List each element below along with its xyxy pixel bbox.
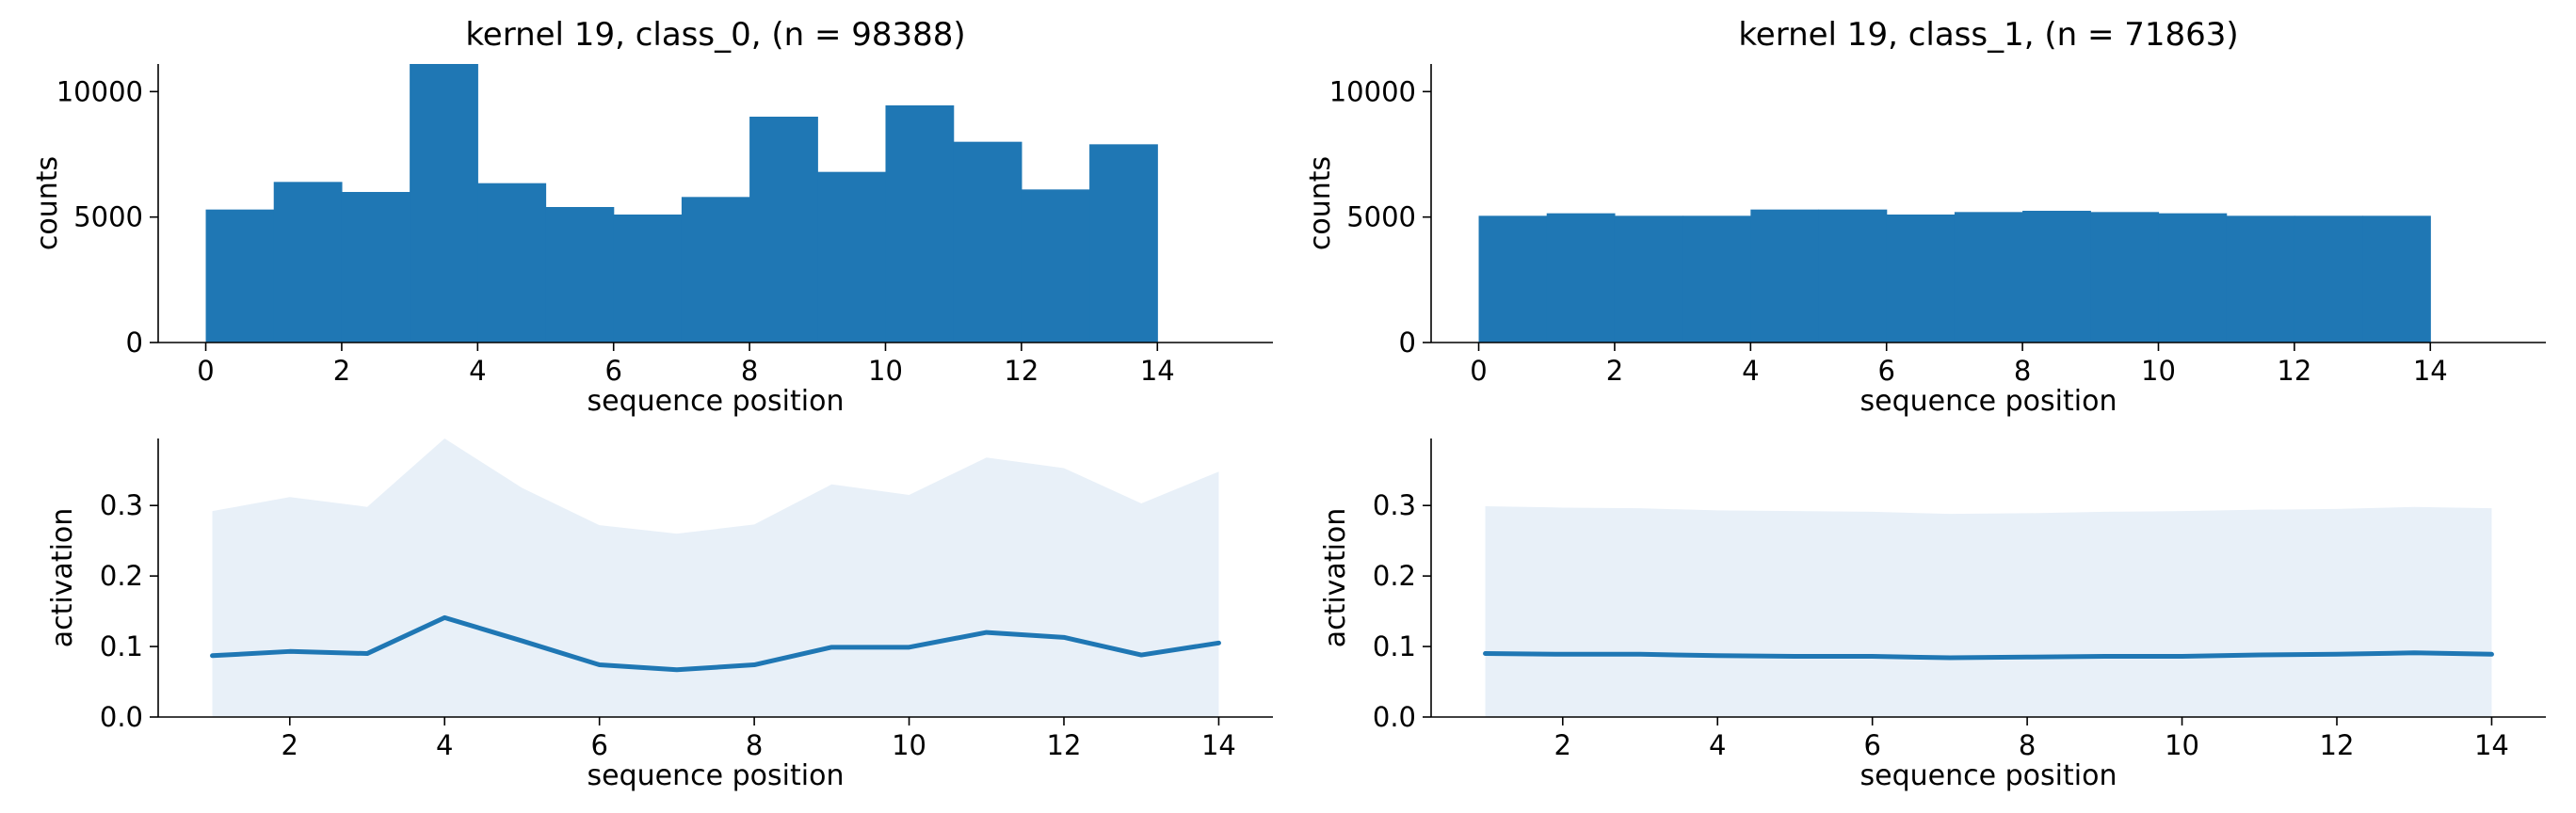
chart-3-y-axis-label: activation bbox=[46, 508, 79, 648]
chart-1-y-axis-label: counts bbox=[31, 156, 64, 250]
chart-2-bar bbox=[1478, 215, 1548, 343]
chart-2-bar bbox=[2362, 215, 2431, 343]
chart-2-bar bbox=[2226, 215, 2295, 343]
chart-2-x-tick-label: 6 bbox=[1877, 355, 1894, 387]
chart-1: 0 2 4 6 8 10 12 14 0 5000 10000 sequence position co… bbox=[31, 16, 1273, 418]
chart-1-bar bbox=[205, 209, 275, 343]
chart-4-y-tick-label: 0.1 bbox=[1373, 630, 1416, 662]
chart-1-bar bbox=[1089, 144, 1158, 343]
chart-1-bar bbox=[681, 197, 750, 343]
chart-4-band bbox=[1485, 505, 2492, 717]
chart-1-bar bbox=[477, 183, 547, 343]
chart-3-x-tick-label: 10 bbox=[892, 729, 926, 761]
chart-1-bar bbox=[613, 215, 683, 343]
chart-2: 0 2 4 6 8 10 12 14 0 5000 10000 sequence position co… bbox=[1304, 16, 2546, 418]
chart-3-x-tick-label: 8 bbox=[746, 729, 763, 761]
chart-1-bar bbox=[273, 182, 343, 343]
chart-4-x-tick-label: 10 bbox=[2165, 729, 2199, 761]
chart-2-y-axis-label: counts bbox=[1304, 156, 1337, 250]
chart-3-x-tick-label: 4 bbox=[436, 729, 453, 761]
chart-2-x-axis-label: sequence position bbox=[1860, 385, 2117, 418]
chart-4-x-tick-label: 6 bbox=[1863, 729, 1880, 761]
chart-1-bar bbox=[817, 171, 887, 343]
chart-1-x-tick-label: 2 bbox=[333, 355, 350, 387]
chart-4-series-line bbox=[1483, 650, 2494, 661]
chart-1-x-tick-label: 4 bbox=[469, 355, 486, 387]
chart-2-bar bbox=[1954, 212, 2023, 343]
chart-3-series-line bbox=[210, 614, 1221, 673]
chart-1-bar bbox=[1021, 189, 1090, 343]
chart-2-x-tick-label: 4 bbox=[1742, 355, 1759, 387]
chart-1-y-tick-label: 0 bbox=[126, 327, 143, 359]
chart-3-x-tick-label: 12 bbox=[1047, 729, 1082, 761]
chart-1-y-tick-label: 5000 bbox=[73, 201, 143, 233]
chart-3-band bbox=[212, 438, 1219, 717]
chart-2-x-tick-label: 14 bbox=[2413, 355, 2448, 387]
chart-1-x-tick-label: 8 bbox=[741, 355, 758, 387]
chart-3-y-tick-label: 0.0 bbox=[100, 701, 143, 733]
chart-2-bar bbox=[2158, 213, 2228, 343]
chart-1-bar bbox=[410, 64, 478, 343]
chart-4: 2 4 6 8 10 12 14 0.0 0.1 0.2 0.3 sequence position a… bbox=[1319, 438, 2546, 792]
chart-2-bar bbox=[1682, 215, 1751, 343]
chart-2-x-tick-label: 2 bbox=[1606, 355, 1623, 387]
chart-4-y-tick-label: 0.0 bbox=[1373, 701, 1416, 733]
chart-3-y-tick-label: 0.2 bbox=[100, 560, 143, 592]
chart-1-title: kernel 19, class_0, (n = 98388) bbox=[465, 16, 965, 54]
chart-2-bar bbox=[1614, 215, 1683, 343]
chart-1-bar bbox=[953, 141, 1022, 343]
chart-2-bar bbox=[2022, 211, 2091, 343]
chart-2-y-tick-label: 10000 bbox=[1329, 75, 1416, 107]
chart-2-bar bbox=[1818, 209, 1888, 343]
chart-1-x-tick-label: 10 bbox=[868, 355, 903, 387]
chart-1-x-tick-label: 12 bbox=[1004, 355, 1038, 387]
chart-2-x-tick-label: 0 bbox=[1470, 355, 1487, 387]
chart-4-y-tick-label: 0.3 bbox=[1373, 489, 1416, 521]
chart-1-bar bbox=[885, 105, 955, 343]
chart-3-x-tick-label: 14 bbox=[1201, 729, 1236, 761]
chart-2-bar bbox=[1546, 213, 1616, 343]
chart-3-y-tick-label: 0.3 bbox=[100, 489, 143, 521]
chart-2-bar bbox=[2294, 215, 2363, 343]
chart-3-x-tick-label: 6 bbox=[590, 729, 607, 761]
chart-2-bar bbox=[1750, 209, 1820, 343]
chart-4-x-tick-label: 12 bbox=[2320, 729, 2355, 761]
chart-4-x-tick-label: 8 bbox=[2019, 729, 2036, 761]
chart-4-y-tick-label: 0.2 bbox=[1373, 560, 1416, 592]
chart-2-y-tick-label: 0 bbox=[1399, 327, 1416, 359]
chart-1-bar bbox=[341, 192, 411, 343]
chart-1-bar bbox=[545, 207, 615, 343]
chart-3: 2 4 6 8 10 12 14 0.0 0.1 0.2 0.3 sequence position a… bbox=[46, 438, 1273, 792]
chart-1-x-tick-label: 0 bbox=[197, 355, 214, 387]
chart-4-x-tick-label: 2 bbox=[1554, 729, 1571, 761]
chart-4-x-tick-label: 14 bbox=[2474, 729, 2509, 761]
chart-1-x-axis-label: sequence position bbox=[588, 385, 845, 418]
chart-2-title: kernel 19, class_1, (n = 71863) bbox=[1738, 16, 2238, 54]
chart-2-x-tick-label: 10 bbox=[2141, 355, 2176, 387]
chart-1-x-tick-label: 14 bbox=[1140, 355, 1175, 387]
chart-3-y-tick-label: 0.1 bbox=[100, 630, 143, 662]
chart-3-x-axis-label: sequence position bbox=[588, 759, 845, 792]
chart-4-x-tick-label: 4 bbox=[1709, 729, 1726, 761]
chart-4-x-axis-label: sequence position bbox=[1860, 759, 2117, 792]
chart-2-bar bbox=[2090, 212, 2160, 343]
chart-2-y-tick-label: 5000 bbox=[1346, 201, 1416, 233]
chart-1-y-tick-label: 10000 bbox=[56, 75, 143, 107]
chart-2-x-tick-label: 8 bbox=[2014, 355, 2031, 387]
chart-2-x-tick-label: 12 bbox=[2277, 355, 2311, 387]
chart-1-x-tick-label: 6 bbox=[604, 355, 621, 387]
chart-3-x-tick-label: 2 bbox=[282, 729, 298, 761]
chart-1-bar bbox=[749, 117, 818, 343]
chart-2-bar bbox=[1886, 215, 1956, 343]
chart-4-y-axis-label: activation bbox=[1319, 508, 1352, 648]
